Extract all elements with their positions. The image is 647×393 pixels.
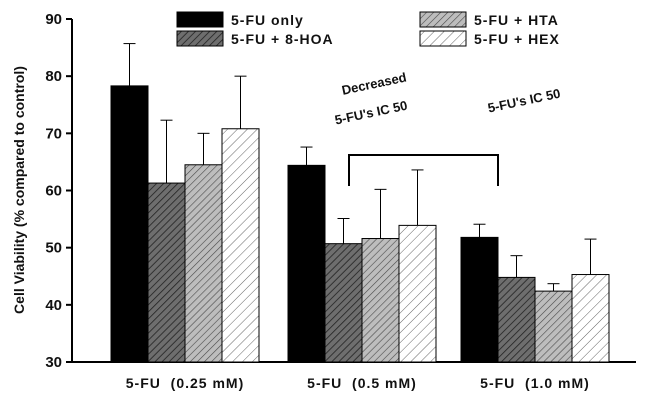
bar-5fu-hta	[534, 290, 573, 363]
plot-area: 30 40 50 60 70 80 90 5-FU (0.25 mM) 5-FU (0.5 mM…	[45, 11, 636, 391]
x-category-label: 5-FU (1.0 mM)	[480, 375, 590, 391]
bar-5fu-hex	[221, 128, 260, 363]
bar-5fu-8hoa	[497, 276, 536, 363]
legend-label-5fu-only: 5-FU only	[231, 12, 304, 28]
y-tick-label: 70	[45, 125, 62, 142]
legend-swatch-5fu-hta	[419, 11, 467, 28]
y-tick-label: 40	[45, 297, 62, 314]
y-axis-title: Cell Viability (% compared to control)	[11, 66, 27, 314]
legend-label-5fu-hta: 5-FU + HTA	[474, 12, 559, 28]
annotation-ic50: 5-FU's IC 50	[486, 86, 561, 116]
legend-label-5fu-8hoa: 5-FU + 8-HOA	[231, 31, 334, 47]
bar-5fu-only	[460, 236, 499, 363]
legend-swatch-5fu-8hoa	[176, 30, 224, 47]
bar-5fu-hex	[398, 224, 437, 363]
bar-5fu-8hoa	[147, 182, 186, 363]
y-tick-label: 50	[45, 240, 62, 257]
legend-label-5fu-hex: 5-FU + HEX	[474, 31, 560, 47]
bar-5fu-8hoa	[324, 243, 363, 363]
legend-swatch-5fu-hex	[419, 30, 467, 47]
annotation-decreased-line1: Decreased	[340, 69, 408, 97]
bar-5fu-only	[287, 164, 326, 363]
x-category-label: 5-FU (0.25 mM)	[126, 375, 244, 391]
bar-5fu-only	[110, 85, 149, 363]
y-tick-label: 30	[45, 354, 62, 371]
x-category-label: 5-FU (0.5 mM)	[307, 375, 417, 391]
y-tick-label: 60	[45, 183, 62, 200]
annotation-bracket	[348, 154, 499, 186]
bar-5fu-hta	[361, 238, 400, 363]
annotations: Decreased 5-FU's IC 50 5-FU's IC 50	[333, 69, 562, 186]
legend: 5-FU only 5-FU + 8-HOA 5-FU + HTA 5-FU +…	[176, 11, 560, 47]
bar-5fu-hta	[184, 164, 223, 363]
y-tick-label: 90	[45, 11, 62, 28]
y-tick-label: 80	[45, 68, 62, 85]
legend-swatch-5fu-only	[176, 11, 224, 28]
bar-5fu-hex	[571, 274, 610, 363]
annotation-decreased-line2: 5-FU's IC 50	[333, 98, 408, 128]
